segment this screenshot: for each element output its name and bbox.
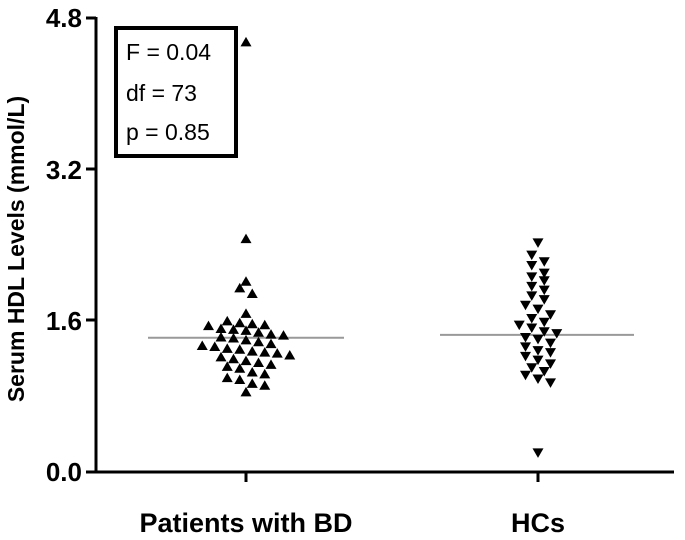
data-point [228,324,239,334]
data-point [196,340,208,351]
y-tick-label-1: 1.6 [46,306,82,336]
data-point [246,288,258,298]
y-tick-labels: 0.0 1.6 3.2 4.8 [46,3,82,487]
data-point [526,291,538,301]
data-point [240,355,252,366]
data-point [253,327,264,337]
data-point [513,320,525,331]
data-point [221,315,233,326]
data-point [215,323,227,333]
data-point [259,368,271,379]
data-point [538,257,550,267]
data-point [526,250,538,261]
data-point [209,341,221,351]
data-point [545,348,556,358]
data-point [240,386,252,397]
data-point [532,238,544,248]
data-point [221,372,233,383]
data-point [253,336,264,347]
data-point [240,276,252,286]
data-point [271,348,283,358]
data-point [538,295,550,305]
data-point [240,36,252,47]
data-point [545,359,556,369]
data-point [228,332,239,343]
y-tick-label-2: 3.2 [46,155,82,185]
data-point [240,334,252,345]
data-point [526,314,538,324]
data-point [520,300,531,311]
data-point [265,338,277,349]
data-point [215,351,227,362]
series-hcs-points [513,238,563,458]
data-point [234,282,246,293]
stats-annotation-box: F = 0.04 df = 73 p = 0.85 [114,26,238,158]
data-point [526,272,538,282]
stats-box-border [114,26,238,158]
data-point [221,361,233,371]
data-point [246,378,258,388]
data-point [545,378,556,388]
data-point [545,338,556,349]
data-point [526,261,538,271]
data-point [215,331,227,342]
data-point [532,374,544,385]
data-point [265,329,277,339]
data-point [240,308,252,318]
data-point [259,347,271,357]
data-point [532,355,544,366]
data-point [526,363,538,373]
data-point [253,357,264,368]
stat-f-value: F = 0.04 [126,39,211,65]
data-point [520,342,531,352]
data-point [538,285,550,296]
data-point [240,233,252,244]
data-point [221,343,233,353]
data-point [259,380,271,390]
stat-p-value: p = 0.85 [126,119,210,145]
data-point [234,317,246,328]
series-patients-bd-points [196,36,296,397]
data-point [520,370,531,381]
data-point [532,304,544,315]
data-point [526,323,538,333]
data-point [234,374,246,385]
data-point [538,317,550,328]
data-point [240,325,252,335]
data-point [520,332,531,343]
data-point [532,334,544,345]
data-point [246,346,258,356]
y-axis-title: Serum HDL Levels (mmol/L) [3,96,29,402]
category-label-patients-bd: Patients with BD [139,508,352,538]
data-point [278,330,289,340]
data-point [265,359,277,369]
y-tick-label-3: 4.8 [46,3,82,33]
data-point [538,268,550,279]
data-point [532,346,544,356]
data-point [526,281,538,292]
data-point [246,318,258,329]
data-point [234,344,246,354]
data-point [551,329,563,339]
stat-df-value: df = 73 [126,80,197,106]
data-point [234,363,246,373]
data-point [538,276,550,286]
data-point [538,327,550,337]
data-point [203,320,214,331]
category-label-hcs: HCs [511,508,565,538]
data-point [228,353,239,364]
data-point [259,319,271,330]
data-point [520,351,531,362]
data-point [246,366,258,377]
y-ticks [86,16,96,474]
data-point [532,448,544,458]
data-point [284,349,296,360]
y-tick-label-0: 0.0 [46,457,82,487]
data-point [538,366,550,377]
data-point [545,310,556,320]
